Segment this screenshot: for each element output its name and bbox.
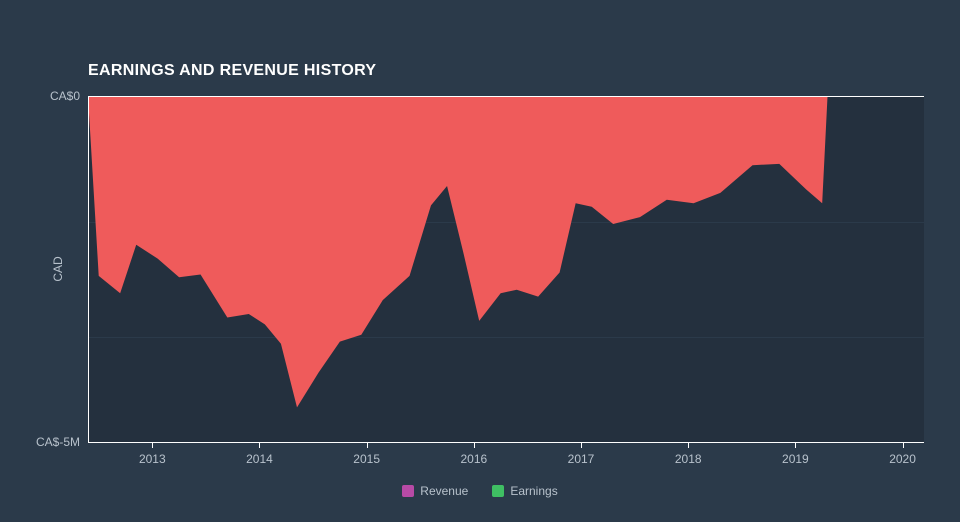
- legend-swatch-earnings: [492, 485, 504, 497]
- y-tick-text-1: CA$-5M: [36, 435, 80, 449]
- x-axis-line: [88, 96, 924, 97]
- x-tick-label-2017: 2017: [568, 452, 595, 466]
- chart-svg: [88, 96, 924, 442]
- x-tick-label-2018: 2018: [675, 452, 702, 466]
- legend-item-earnings: Earnings: [492, 484, 557, 498]
- y-axis-center-text: CAD: [51, 256, 65, 281]
- x-tick-label-2014: 2014: [246, 452, 273, 466]
- legend-label-earnings: Earnings: [510, 484, 557, 498]
- legend-swatch-revenue: [402, 485, 414, 497]
- x-tick-label-2015: 2015: [353, 452, 380, 466]
- y-axis-line: [88, 96, 89, 442]
- x-tick-label-2019: 2019: [782, 452, 809, 466]
- x-tick-label-2016: 2016: [460, 452, 487, 466]
- y-tick-label-0: CA$0: [30, 89, 80, 103]
- y-tick-text-0: CA$0: [50, 89, 80, 103]
- chart-title: EARNINGS AND REVENUE HISTORY: [88, 62, 376, 80]
- x-tick-label-2013: 2013: [139, 452, 166, 466]
- plot-area: [88, 96, 924, 442]
- legend-label-revenue: Revenue: [420, 484, 468, 498]
- y-axis-center-label: CAD: [51, 256, 65, 281]
- series-earnings: [88, 96, 828, 407]
- x-tick-label-2020: 2020: [889, 452, 916, 466]
- x-axis-bottom-line: [88, 442, 924, 443]
- chart-container: EARNINGS AND REVENUE HISTORY CA$0 CA$-5M…: [0, 0, 960, 522]
- legend: Revenue Earnings: [0, 484, 960, 498]
- legend-item-revenue: Revenue: [402, 484, 468, 498]
- y-tick-label-1: CA$-5M: [20, 435, 80, 449]
